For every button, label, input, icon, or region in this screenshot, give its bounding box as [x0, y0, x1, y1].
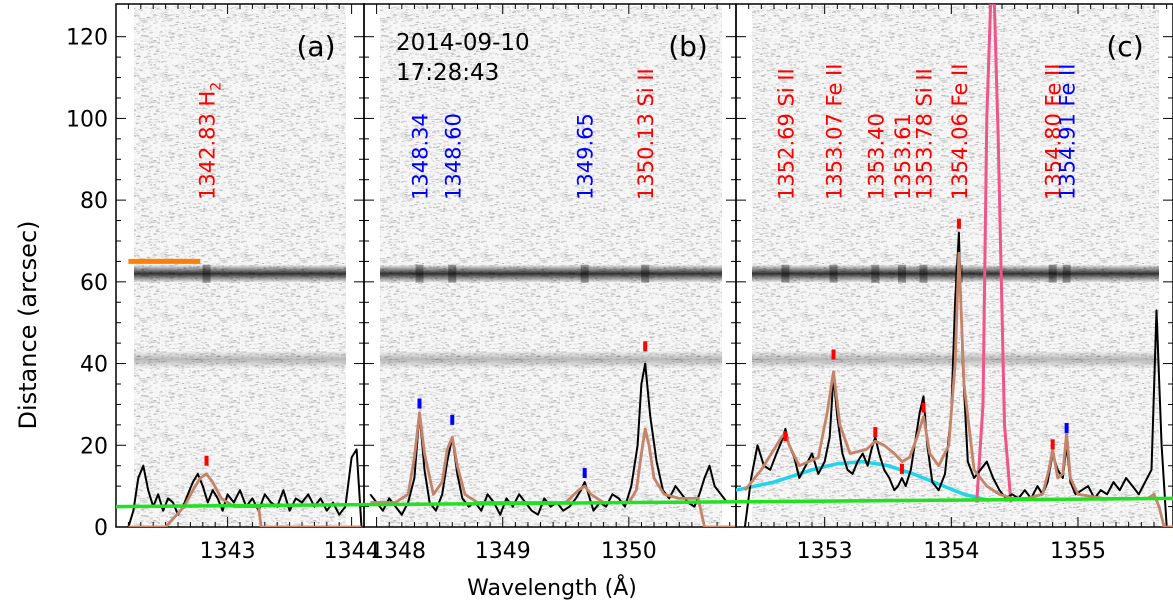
band-line-spot [1048, 264, 1057, 283]
line-label: 1353.40 [864, 113, 888, 200]
series-observed [127, 448, 363, 527]
x-axis-label: Wavelength (Å) [467, 574, 637, 601]
series-fit [743, 251, 1173, 527]
band-line-spot [448, 264, 457, 283]
y-tick-label: 0 [94, 516, 108, 541]
emission-band [134, 350, 346, 369]
y-tick-label: 60 [80, 271, 108, 296]
line-marker [831, 349, 836, 360]
x-tick-label: 1355 [1050, 539, 1106, 564]
line-label: 1352.69 Si II [774, 68, 798, 200]
line-marker [873, 427, 878, 438]
x-tick-label: 1348 [370, 539, 426, 564]
band-line-spot [871, 264, 880, 283]
band-line-spot [415, 264, 424, 283]
band-line-spot [202, 264, 211, 283]
emission-band [380, 264, 722, 283]
x-tick-label: 1344 [324, 539, 380, 564]
line-marker [582, 467, 587, 478]
x-tick-label: 1354 [923, 539, 979, 564]
line-label: 1349.65 [574, 113, 598, 200]
y-tick-label: 120 [66, 26, 108, 51]
band-line-spot [580, 264, 589, 283]
line-label: 1348.60 [441, 113, 465, 200]
line-marker [450, 414, 455, 425]
line-label: 1354.80 Fe II [1042, 64, 1066, 200]
panel-label: (a) [296, 30, 335, 63]
series-observed [743, 231, 1168, 527]
band-line-spot [897, 264, 906, 283]
x-tick-label: 1350 [601, 539, 657, 564]
series-fit [370, 411, 736, 527]
line-label: 1353.78 Si II [912, 68, 936, 200]
timestamp-time: 17:28:43 [396, 60, 499, 86]
band-line-spot [829, 264, 838, 283]
x-tick-label: 1343 [200, 539, 256, 564]
y-tick-label: 80 [80, 189, 108, 214]
panel-label: (c) [1106, 30, 1143, 63]
panel-c: 1353 1354 1355 (c) 1352.69 Si II 1353.07 Fe I… [735, 3, 1173, 564]
emission-band [134, 264, 346, 283]
band-line-spot [781, 264, 790, 283]
background-continuum-line [115, 496, 1173, 509]
line-marker [1064, 423, 1069, 434]
band-line-spot [641, 264, 650, 283]
series-broad [736, 459, 990, 503]
panel-frame [735, 3, 1173, 528]
y-tick-label: 20 [80, 434, 108, 459]
line-marker [1050, 439, 1055, 450]
overlay [115, 496, 1173, 509]
line-marker [921, 402, 926, 413]
panel-label: (b) [668, 30, 708, 63]
line-label: 1354.91 Fe II [1056, 64, 1080, 200]
band-line-spot [919, 264, 928, 283]
emission-band [380, 350, 722, 369]
line-label: 1350.13 Si II [634, 68, 658, 200]
timestamp-date: 2014-09-10 [396, 30, 530, 56]
line-marker [899, 463, 904, 474]
band-line-spot [1062, 264, 1071, 283]
line-label: 1353.07 Fe II [823, 64, 847, 200]
x-tick-label: 1353 [797, 539, 853, 564]
line-marker [643, 341, 648, 352]
line-marker [783, 431, 788, 442]
line-label: 1353.61 [891, 113, 915, 200]
line-marker [417, 398, 422, 409]
line-label: 1348.34 [408, 113, 432, 200]
line-label: 1354.06 Fe II [948, 64, 972, 200]
series-pink [975, 4, 1013, 503]
panel-b: 1348 1349 1350 (b) 1348.34 1348.60 1349.65 1350… [363, 3, 737, 564]
y-axis-label: Distance (arcsec) [14, 220, 42, 429]
emission-band [752, 264, 1159, 283]
y-tick-label: 40 [80, 353, 108, 378]
line-marker [956, 218, 961, 229]
y-tick-label: 100 [66, 107, 108, 132]
line-marker [204, 455, 209, 466]
x-tick-label: 1349 [475, 539, 531, 564]
